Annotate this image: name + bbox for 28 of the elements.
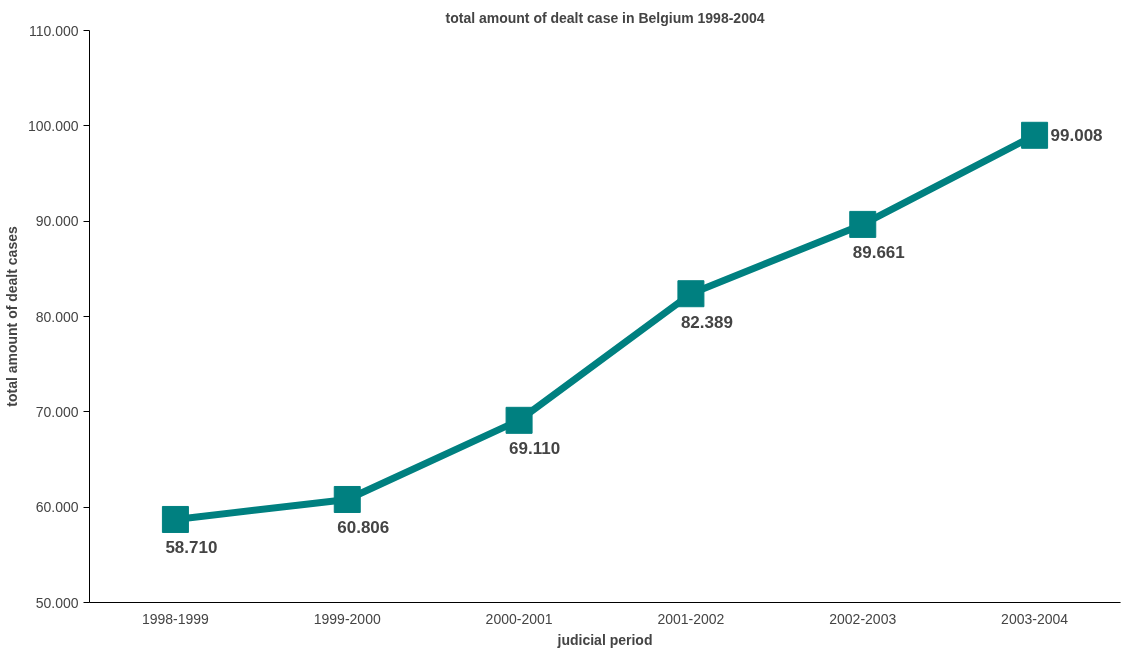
chart-title: total amount of dealt case in Belgium 1998-2004	[445, 9, 765, 26]
data-label: 82.389	[680, 312, 733, 332]
x-tick-label: 1998-1999	[141, 610, 210, 627]
data-label: 99.008	[1050, 126, 1103, 146]
y-tick-label: 80.000	[35, 308, 79, 325]
y-tick-label: 100.000	[27, 117, 79, 134]
point	[849, 210, 877, 238]
y-tick-label: 60.000	[35, 499, 79, 516]
y-axis-title: total amount of dealt cases	[3, 226, 20, 407]
x-tick-label: 2003-2004	[1001, 610, 1069, 627]
y-tick-label: 50.000	[35, 594, 79, 611]
data-label: 60.806	[337, 518, 390, 538]
point	[1021, 121, 1049, 149]
y-tick-label: 90.000	[35, 213, 79, 230]
x-tick-label: 1999-2000	[313, 610, 381, 627]
data-label: 69.110	[509, 439, 561, 459]
x-tick-label: 2002-2003	[829, 610, 897, 627]
point	[677, 280, 705, 308]
data-label: 89.661	[852, 243, 905, 263]
data-label: 58.710	[165, 538, 218, 558]
x-axis-title: judicial period	[556, 631, 653, 648]
point	[505, 406, 533, 434]
point	[161, 505, 189, 533]
point	[333, 485, 361, 513]
y-tick-label: 110.000	[28, 22, 79, 39]
y-tick-label: 70.000	[35, 403, 79, 420]
x-tick-label: 2000-2001	[485, 610, 553, 627]
x-tick-label: 2001-2002	[657, 610, 725, 627]
